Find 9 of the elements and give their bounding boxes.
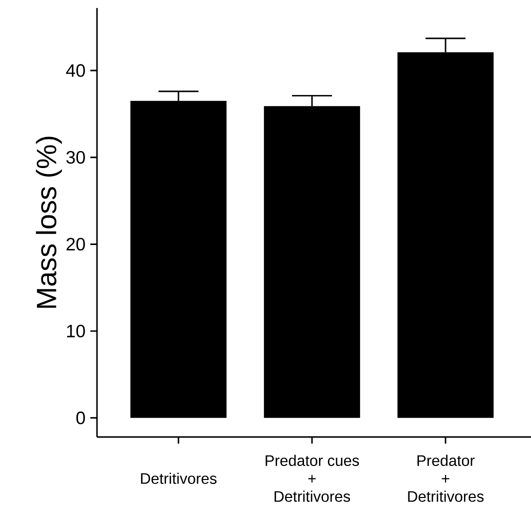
- y-tick-label: 10: [67, 324, 85, 338]
- y-tick-label: 40: [66, 64, 85, 77]
- y-tick-label: 20: [66, 238, 85, 251]
- y-tick-label: 30: [66, 151, 85, 164]
- x-tick-label: Predator + Detritivores: [408, 454, 484, 502]
- x-tick-label: Detritivores: [141, 472, 217, 484]
- x-tick-label: Predator cues + Detritivores: [266, 454, 359, 502]
- y-axis-title: Mass loss (%): [36, 136, 62, 308]
- y-tick-label: 0: [76, 412, 85, 424]
